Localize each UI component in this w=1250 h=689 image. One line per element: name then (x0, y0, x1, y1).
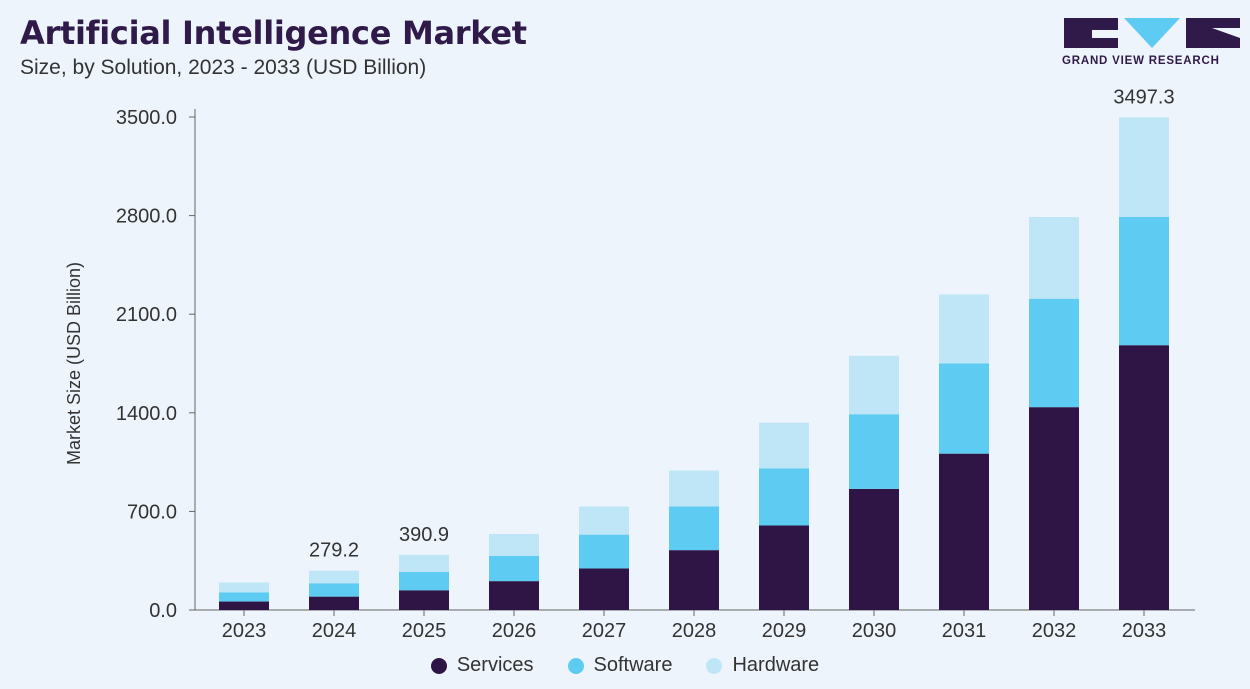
bar-services-2024 (309, 596, 359, 610)
y-tick-label: 3500.0 (116, 107, 177, 129)
bar-software-2030 (849, 414, 899, 489)
x-tick-label: 2026 (492, 620, 537, 642)
legend-item-services: Services (430, 654, 534, 677)
chart-title: Artificial Intelligence Market (20, 14, 527, 52)
data-label-2033: 3497.3 (1113, 86, 1174, 108)
y-tick-label: 1400.0 (116, 403, 177, 425)
bar-hardware-2033 (1119, 117, 1169, 218)
bar-software-2033 (1119, 217, 1169, 346)
legend-item-software: Software (567, 654, 673, 677)
chart-legend: Services Software Hardware (0, 654, 1250, 677)
bar-services-2023 (219, 601, 269, 610)
bar-services-2032 (1029, 407, 1079, 610)
x-tick-label: 2033 (1122, 620, 1167, 642)
bar-services-2026 (489, 581, 539, 610)
bar-software-2032 (1029, 298, 1079, 408)
legend-label-software: Software (593, 654, 673, 676)
bar-hardware-2030 (849, 355, 899, 415)
y-tick-label: 700.0 (127, 501, 177, 523)
legend-label-services: Services (456, 654, 534, 676)
bar-software-2024 (309, 583, 359, 597)
x-tick-label: 2028 (672, 620, 717, 642)
legend-label-hardware: Hardware (732, 654, 820, 676)
bar-hardware-2025 (399, 554, 449, 572)
legend-item-hardware: Hardware (706, 654, 819, 677)
x-tick-label: 2025 (402, 620, 447, 642)
bar-services-2025 (399, 590, 449, 610)
y-tick-label: 2100.0 (116, 304, 177, 326)
bar-software-2025 (399, 571, 449, 591)
gvr-logo-icon (1064, 18, 1240, 48)
bar-hardware-2024 (309, 570, 359, 584)
bar-software-2023 (219, 592, 269, 602)
x-tick-label: 2030 (852, 620, 897, 642)
legend-swatch-services (430, 657, 447, 674)
bar-software-2029 (759, 468, 809, 526)
bar-software-2028 (669, 506, 719, 551)
x-tick-label: 2029 (762, 620, 807, 642)
bar-hardware-2031 (939, 294, 989, 364)
bar-services-2030 (849, 488, 899, 610)
x-tick-label: 2024 (312, 620, 357, 642)
x-tick-label: 2031 (942, 620, 987, 642)
data-label-2025: 390.9 (399, 524, 449, 546)
x-tick-label: 2032 (1032, 620, 1077, 642)
bar-software-2026 (489, 555, 539, 582)
x-tick-label: 2023 (222, 620, 267, 642)
bar-services-2028 (669, 550, 719, 610)
bar-hardware-2026 (489, 533, 539, 556)
data-label-2024: 279.2 (309, 540, 359, 562)
x-tick-label: 2027 (582, 620, 627, 642)
bar-software-2031 (939, 363, 989, 454)
bar-services-2029 (759, 525, 809, 610)
y-axis-label: Market Size (USD Billion) (64, 262, 84, 465)
y-tick-label: 2800.0 (116, 206, 177, 228)
bar-hardware-2023 (219, 582, 269, 593)
bar-software-2027 (579, 534, 629, 569)
legend-swatch-hardware (706, 657, 723, 674)
stacked-bar-chart: 0.0 700.0 1400.0 2100.0 2800.0 3500.0 Market S… (64, 86, 1195, 642)
bar-services-2031 (939, 453, 989, 610)
bar-services-2033 (1119, 345, 1169, 610)
bar-hardware-2029 (759, 422, 809, 469)
logo-text: GRAND VIEW RESEARCH (1062, 55, 1220, 67)
bar-hardware-2032 (1029, 217, 1079, 299)
chart-subtitle: Size, by Solution, 2023 - 2033 (USD Bill… (20, 56, 427, 79)
bar-hardware-2028 (669, 470, 719, 507)
legend-swatch-software (567, 657, 584, 674)
bar-hardware-2027 (579, 506, 629, 535)
y-tick-label: 0.0 (149, 600, 177, 622)
bar-services-2027 (579, 568, 629, 610)
